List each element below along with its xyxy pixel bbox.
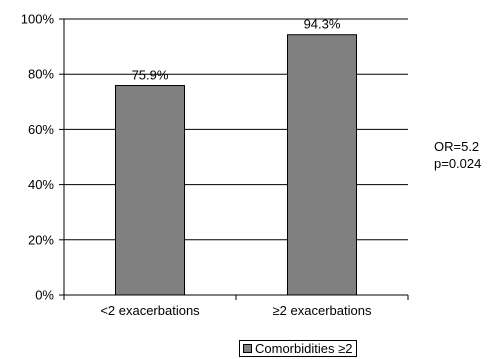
bar — [287, 34, 357, 296]
bar — [115, 85, 185, 296]
y-tick-label: 0% — [35, 288, 54, 303]
legend-label: Comorbidities ≥2 — [255, 341, 353, 356]
y-tick-label: 20% — [28, 232, 54, 247]
x-tick-label: <2 exacerbations — [100, 303, 200, 318]
y-tick-label: 100% — [21, 12, 55, 27]
p-value-annotation: p=0.024 — [434, 156, 482, 171]
odds-ratio-annotation: OR=5.2 — [434, 139, 480, 154]
y-tick-label: 60% — [28, 122, 54, 137]
legend-swatch — [243, 344, 252, 353]
chart-legend: Comorbidities ≥2 — [239, 340, 358, 357]
y-tick-label: 40% — [28, 177, 54, 192]
x-tick-label: ≥2 exacerbations — [273, 303, 372, 318]
data-label: 75.9% — [132, 68, 169, 83]
data-label: 94.3% — [304, 17, 341, 32]
y-tick-label: 80% — [28, 67, 54, 82]
